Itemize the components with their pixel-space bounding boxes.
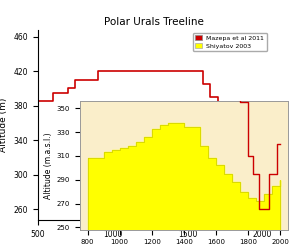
Y-axis label: Altitude (m.a.s.l.): Altitude (m.a.s.l.) xyxy=(44,132,53,199)
Polygon shape xyxy=(88,123,280,230)
Legend: Mazepa et al 2011, Shiyatov 2003: Mazepa et al 2011, Shiyatov 2003 xyxy=(193,33,267,51)
Y-axis label: Altitude (m): Altitude (m) xyxy=(0,98,8,152)
Title: Polar Urals Treeline: Polar Urals Treeline xyxy=(104,18,204,27)
